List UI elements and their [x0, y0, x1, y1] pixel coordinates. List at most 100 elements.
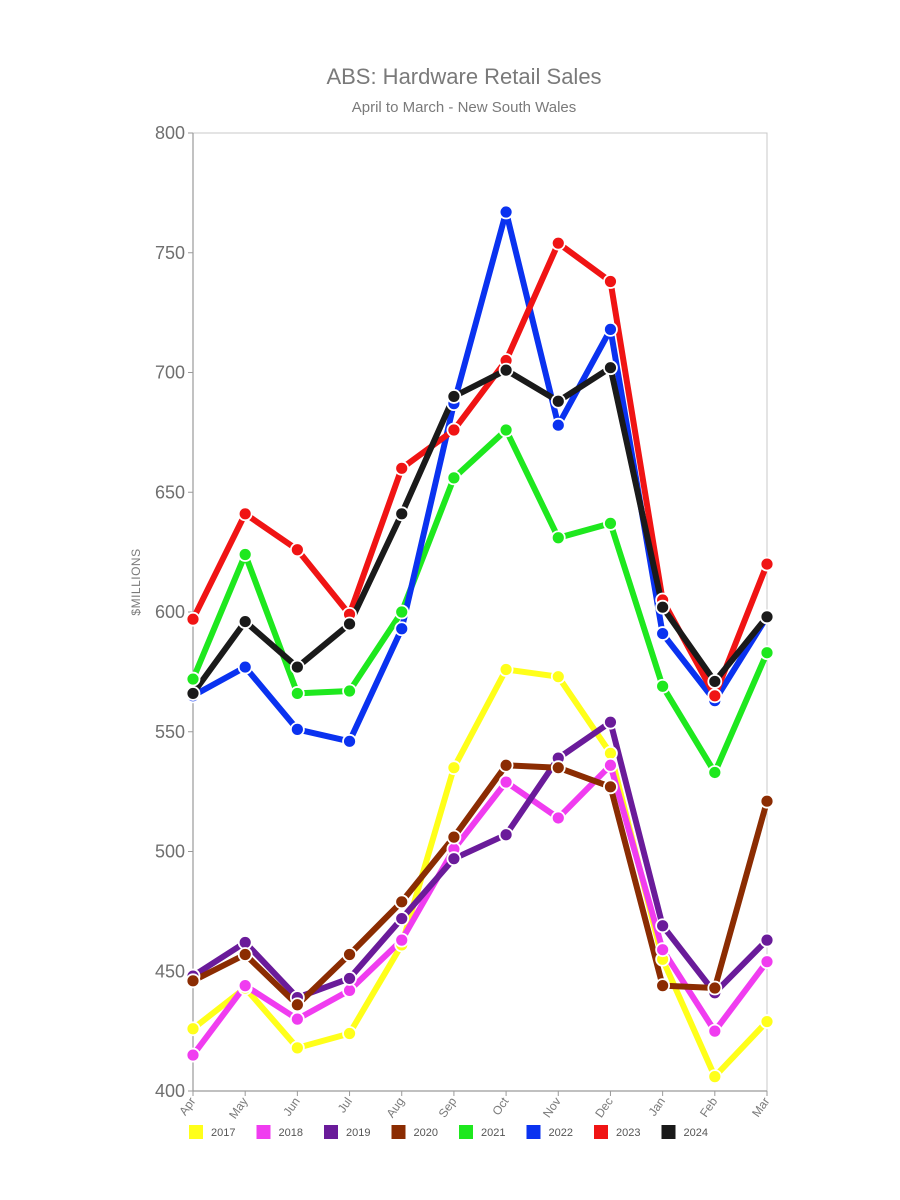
- legend-item-2022: 2022: [526, 1125, 573, 1139]
- data-point-2021-Sep: [446, 470, 462, 486]
- data-point-2017-Jun: [289, 1040, 305, 1056]
- legend-item-2021: 2021: [459, 1125, 505, 1139]
- data-point-2023-Dec: [603, 274, 618, 289]
- data-point-2024-Jan: [655, 599, 671, 615]
- data-point-2018-Jul: [342, 983, 357, 998]
- data-point-2024-Sep: [446, 389, 462, 404]
- data-point-2020-Sep: [446, 829, 462, 845]
- data-point-2021-Aug: [394, 604, 410, 620]
- legend-swatch: [661, 1125, 676, 1139]
- data-point-2019-Mar: [759, 932, 775, 948]
- legend-swatch: [391, 1125, 406, 1139]
- data-point-2018-Dec: [603, 757, 618, 773]
- legend-label: 2021: [481, 1127, 505, 1139]
- y-tick-label: 450: [155, 961, 185, 981]
- y-axis-ticks: 400 450 500 550 600 650 700 750 800: [155, 123, 193, 1101]
- data-point-2022-Jan: [655, 626, 671, 641]
- data-point-2018-Jun: [289, 1011, 305, 1027]
- data-point-2022-Dec: [603, 321, 618, 337]
- data-point-2019-May: [237, 935, 253, 950]
- legend-item-2017: 2017: [189, 1125, 235, 1139]
- y-tick-label: 700: [155, 363, 185, 383]
- data-point-2018-Feb: [707, 1023, 723, 1039]
- legend-item-2023: 2023: [594, 1125, 640, 1139]
- data-point-2024-Nov: [550, 393, 566, 409]
- data-point-2019-Aug: [394, 911, 410, 926]
- data-point-2020-Aug: [394, 894, 410, 910]
- data-point-2022-Oct: [498, 204, 514, 220]
- data-point-2024-Mar: [759, 609, 775, 625]
- y-tick-label: 600: [155, 602, 185, 622]
- x-tick-label: Aug: [383, 1095, 407, 1121]
- data-point-2017-Feb: [707, 1069, 723, 1085]
- x-tick-label: Nov: [540, 1095, 564, 1121]
- data-point-2022-Jun: [289, 721, 305, 737]
- data-point-2023-Jun: [289, 542, 305, 558]
- data-point-2021-Dec: [603, 515, 618, 531]
- legend: 2017 2018 2019 2020 2021 2022 2023 2024: [189, 1125, 708, 1139]
- data-point-2020-Oct: [498, 757, 514, 773]
- data-point-2023-Aug: [394, 460, 410, 476]
- data-point-2024-Jun: [289, 659, 305, 675]
- data-point-2024-Apr: [185, 686, 201, 701]
- data-point-2024-May: [237, 614, 253, 629]
- series-line-2018: [190, 762, 770, 1059]
- data-point-2024-Feb: [707, 674, 723, 689]
- data-point-2021-Jul: [342, 683, 357, 699]
- data-point-2021-Feb: [707, 765, 723, 780]
- x-tick-label: Sep: [436, 1094, 460, 1120]
- data-point-2021-Jan: [655, 678, 671, 694]
- legend-label: 2024: [684, 1127, 708, 1139]
- data-point-2023-Nov: [550, 235, 566, 251]
- data-point-2024-Dec: [603, 360, 618, 376]
- data-point-2021-Apr: [185, 671, 201, 687]
- data-point-2024-Aug: [394, 506, 410, 522]
- data-point-2017-Oct: [498, 662, 514, 677]
- data-point-2022-Nov: [550, 417, 566, 433]
- x-tick-label: Jan: [646, 1095, 669, 1119]
- data-point-2019-Sep: [446, 851, 462, 867]
- y-tick-label: 800: [155, 123, 185, 143]
- series-line-2020: [190, 762, 770, 1008]
- x-tick-label: Feb: [697, 1094, 721, 1119]
- data-point-2018-Nov: [550, 810, 566, 826]
- chart-subtitle: April to March - New South Wales: [352, 99, 577, 116]
- data-point-2024-Jul: [342, 616, 357, 632]
- data-point-2020-Jul: [342, 947, 357, 962]
- data-point-2017-Mar: [759, 1014, 775, 1029]
- legend-swatch: [189, 1125, 203, 1139]
- data-point-2021-May: [237, 547, 253, 562]
- legend-item-2019: 2019: [324, 1125, 370, 1139]
- data-point-2023-Feb: [707, 688, 723, 704]
- data-point-2021-Nov: [550, 530, 566, 546]
- legend-item-2024: 2024: [661, 1125, 708, 1139]
- legend-swatch: [256, 1125, 271, 1139]
- data-point-2022-Jul: [342, 733, 357, 749]
- series-line-2017: [190, 666, 770, 1080]
- legend-label: 2023: [616, 1127, 640, 1139]
- series-line-2022: [190, 209, 770, 745]
- legend-swatch: [324, 1125, 338, 1139]
- data-point-2018-Mar: [759, 954, 775, 970]
- data-point-2017-Dec: [603, 745, 618, 761]
- y-axis-label: $MILLIONS: [129, 548, 143, 615]
- data-point-2020-Jun: [289, 997, 305, 1013]
- data-point-2017-Nov: [550, 669, 566, 685]
- y-tick-label: 400: [155, 1081, 185, 1101]
- data-point-2023-May: [237, 506, 253, 522]
- legend-swatch: [459, 1125, 473, 1139]
- data-point-2023-Mar: [759, 556, 775, 572]
- y-tick-label: 750: [155, 243, 185, 263]
- series-points: [185, 204, 775, 1085]
- data-point-2020-Feb: [707, 980, 723, 996]
- data-point-2021-Oct: [498, 422, 514, 438]
- data-point-2017-Jul: [342, 1026, 357, 1041]
- y-tick-label: 550: [155, 722, 185, 742]
- data-point-2022-May: [237, 659, 253, 675]
- data-point-2017-Sep: [446, 760, 462, 776]
- data-point-2017-Apr: [185, 1021, 201, 1037]
- data-point-2021-Jun: [289, 686, 305, 701]
- legend-item-2020: 2020: [391, 1125, 438, 1139]
